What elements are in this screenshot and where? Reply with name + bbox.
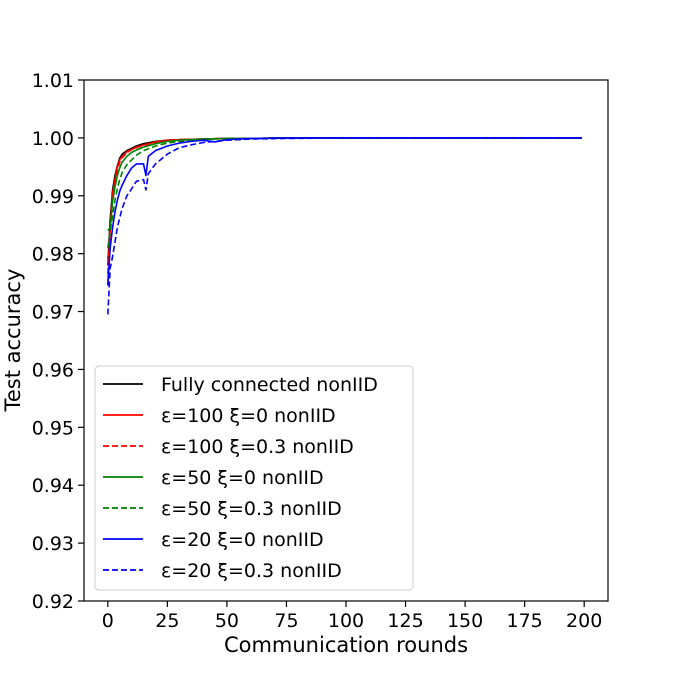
y-axis-label: Test accuracy bbox=[1, 269, 25, 413]
x-tick-label: 150 bbox=[447, 610, 483, 632]
x-tick-label: 25 bbox=[155, 610, 179, 632]
legend-label: Fully connected nonIID bbox=[161, 374, 378, 396]
series-line-3 bbox=[107, 137, 582, 274]
legend-label: ε=50 ξ=0.3 nonIID bbox=[161, 498, 342, 520]
series-line-6 bbox=[107, 137, 582, 286]
x-tick-label: 175 bbox=[507, 610, 543, 632]
series-layer bbox=[107, 137, 582, 315]
y-tick-label: 0.95 bbox=[32, 417, 74, 439]
y-tick-label: 0.97 bbox=[32, 302, 74, 324]
x-tick-label: 50 bbox=[215, 610, 239, 632]
x-tick-label: 100 bbox=[328, 610, 364, 632]
x-tick-label: 200 bbox=[566, 610, 602, 632]
y-tick-label: 1.00 bbox=[32, 128, 74, 150]
x-tick-label: 125 bbox=[387, 610, 423, 632]
legend-label: ε=50 ξ=0 nonIID bbox=[161, 467, 324, 489]
series-line-2 bbox=[107, 137, 582, 286]
x-axis-label: Communication rounds bbox=[224, 633, 468, 657]
y-tick-label: 0.93 bbox=[32, 533, 74, 555]
legend-label: ε=20 ξ=0.3 nonIID bbox=[161, 560, 342, 582]
x-tick-label: 0 bbox=[102, 610, 114, 632]
legend-box bbox=[94, 365, 414, 591]
legend-label: ε=100 ξ=0.3 nonIID bbox=[161, 436, 354, 458]
y-tick-label: 1.01 bbox=[32, 70, 74, 92]
y-tick-label: 0.96 bbox=[32, 359, 74, 381]
series-line-5 bbox=[107, 137, 582, 248]
y-tick-label: 0.99 bbox=[32, 186, 74, 208]
y-tick-label: 0.98 bbox=[32, 244, 74, 266]
y-tick-label: 0.92 bbox=[32, 591, 74, 613]
x-tick-label: 75 bbox=[274, 610, 298, 632]
series-line-1 bbox=[107, 137, 582, 266]
legend-label: ε=100 ξ=0 nonIID bbox=[161, 405, 336, 427]
x-axis: 0 25 50 75 100 125 150 175 200 bbox=[102, 601, 602, 632]
series-line-4 bbox=[107, 137, 582, 232]
legend: Fully connected nonIID ε=100 ξ=0 nonIID ε=… bbox=[94, 365, 414, 591]
y-tick-label: 0.94 bbox=[32, 475, 74, 497]
y-axis: 0.92 0.93 0.94 0.95 0.96 0.97 0.98 0.99 1.00 1.01 bbox=[32, 70, 84, 613]
series-line-7 bbox=[107, 137, 582, 315]
legend-label: ε=20 ξ=0 nonIID bbox=[161, 529, 324, 551]
